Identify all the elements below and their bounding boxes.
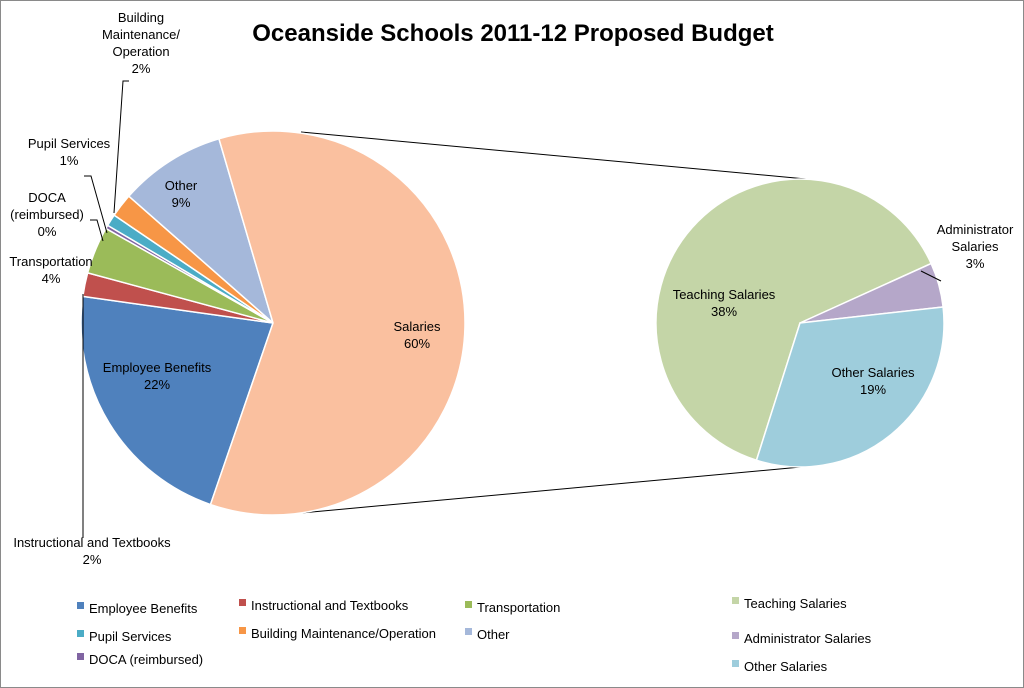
legend-label: Instructional and Textbooks — [251, 598, 409, 613]
legend-label: Building Maintenance/Operation — [251, 626, 436, 641]
leader-line — [90, 219, 104, 242]
legend-label: Transportation — [477, 600, 560, 615]
connector-line-bottom — [300, 466, 802, 514]
legend-swatch — [77, 630, 84, 637]
legend-item-other: Other — [465, 627, 510, 642]
leader-line — [84, 175, 108, 234]
legend-swatch — [465, 628, 472, 635]
legend-item-doca-reimbursed: DOCA (reimbursed) — [77, 652, 203, 667]
legend-label: Other Salaries — [744, 659, 828, 674]
leader-line — [920, 270, 942, 282]
chart-title: Oceanside Schools 2011-12 Proposed Budge… — [252, 20, 774, 47]
legend-item-teaching-salaries: Teaching Salaries — [732, 596, 847, 611]
legend-item-administrator-salaries: Administrator Salaries — [732, 631, 872, 646]
legend-swatch — [732, 660, 739, 667]
main-slice-other — [127, 137, 275, 326]
data-label-administrator-salaries: Administrator Salaries 3% — [937, 222, 1014, 271]
data-label-transportation: Transportation 4% — [9, 254, 92, 286]
data-label-employee-benefits: Employee Benefits 22% — [103, 360, 212, 392]
legend-label: Teaching Salaries — [744, 596, 847, 611]
secondary-slice-teaching-salaries — [655, 178, 933, 462]
data-label-pupil-services: Pupil Services 1% — [28, 136, 111, 168]
legend-label: Pupil Services — [89, 629, 172, 644]
data-label-other-salaries: Other Salaries 19% — [831, 365, 915, 397]
data-label-building-maintenance-operation: Building Maintenance/Operation 2% — [102, 10, 180, 76]
legend-label: Other — [477, 627, 510, 642]
data-label-instructional-and-textbooks: Instructional and Textbooks 2% — [13, 535, 171, 567]
legend-item-instructional-and-textbooks: Instructional and Textbooks — [239, 598, 409, 613]
legend-label: DOCA (reimbursed) — [89, 652, 203, 667]
legend-swatch — [465, 601, 472, 608]
legend-item-other-salaries: Other Salaries — [732, 659, 828, 674]
legend-item-building-maintenance-operation: Building Maintenance/Operation — [239, 626, 436, 641]
legend-swatch — [239, 599, 246, 606]
legend-swatch — [732, 632, 739, 639]
data-label-teaching-salaries: Teaching Salaries 38% — [673, 287, 776, 319]
main-slice-employee-benefits — [80, 295, 275, 506]
data-label-other: Other 9% — [165, 178, 198, 210]
leader-line — [113, 80, 129, 214]
legend-item-transportation: Transportation — [465, 600, 560, 615]
legend-item-employee-benefits: Employee Benefits — [77, 601, 198, 616]
secondary-slice-other-salaries — [755, 306, 945, 468]
legend-item-pupil-services: Pupil Services — [77, 629, 172, 644]
connector-line-top — [300, 131, 807, 180]
legend-swatch — [732, 597, 739, 604]
data-label-doca-reimbursed: DOCA (reimbursed) 0% — [10, 190, 84, 239]
legend-label: Administrator Salaries — [744, 631, 872, 646]
main-slice-salaries — [209, 130, 466, 516]
legend-swatch — [239, 627, 246, 634]
legend-swatch — [77, 602, 84, 609]
legend-swatch — [77, 653, 84, 660]
legend-label: Employee Benefits — [89, 601, 198, 616]
data-label-salaries: Salaries 60% — [394, 319, 441, 351]
